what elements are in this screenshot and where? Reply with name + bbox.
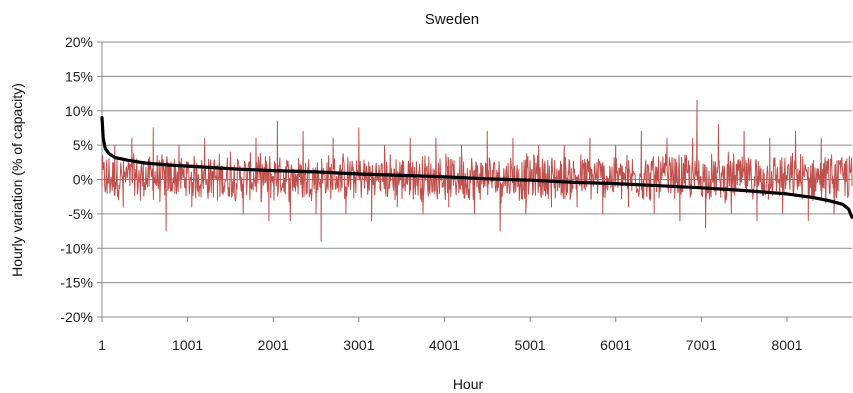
chart-title: Sweden <box>425 11 479 28</box>
y-axis-label: Hourly variation (% of capacity) <box>9 83 25 277</box>
y-tick-label: -5% <box>68 206 93 222</box>
y-tick-label: 20% <box>65 34 93 50</box>
x-axis-label: Hour <box>453 376 484 392</box>
y-tick-label: 10% <box>65 103 93 119</box>
x-tick-labels: 1 1001 2001 3001 4001 5001 6001 7001 8001 <box>98 317 803 353</box>
x-tick-label: 5001 <box>515 337 546 353</box>
y-tick-label: -15% <box>60 275 93 291</box>
y-tick-label: -20% <box>60 309 93 325</box>
x-tick-label: 1 <box>98 337 106 353</box>
x-tick-label: 4001 <box>429 337 460 353</box>
y-tick-label: 15% <box>65 68 93 84</box>
x-tick-label: 7001 <box>686 337 717 353</box>
series-line-red <box>101 99 853 242</box>
x-tick-label: 1001 <box>172 337 203 353</box>
x-tick-label: 8001 <box>771 337 802 353</box>
series-line-black <box>100 115 853 219</box>
y-tick-labels: 20% 15% 10% 5% 0% -5% -10% -15% -20% <box>60 34 93 325</box>
x-tick-label: 3001 <box>343 337 374 353</box>
x-tick-label: 6001 <box>600 337 631 353</box>
plot-area <box>100 99 853 242</box>
y-tick-label: -10% <box>60 240 93 256</box>
x-tick-label: 2001 <box>258 337 289 353</box>
y-tick-label: 5% <box>73 137 93 153</box>
y-tick-label: 0% <box>73 172 93 188</box>
